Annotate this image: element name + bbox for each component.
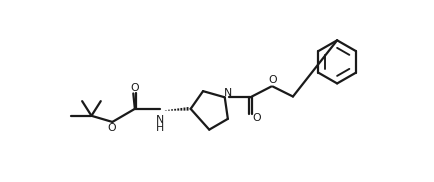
Text: H: H bbox=[156, 123, 164, 133]
Text: N: N bbox=[224, 88, 232, 98]
Text: O: O bbox=[107, 123, 116, 133]
Text: O: O bbox=[269, 75, 277, 85]
Text: O: O bbox=[131, 83, 139, 93]
Text: O: O bbox=[252, 113, 261, 123]
Text: N: N bbox=[156, 115, 164, 125]
